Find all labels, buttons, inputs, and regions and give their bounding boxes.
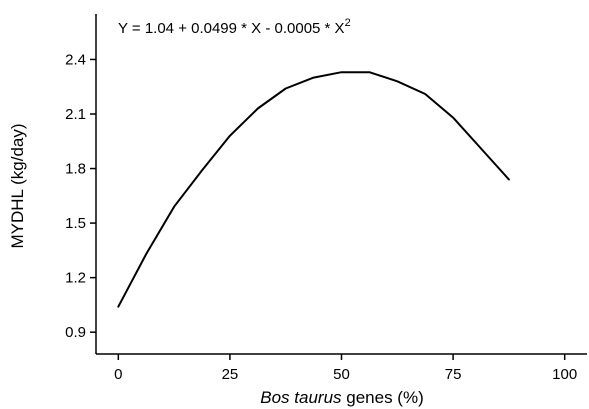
y-ticks: 0.9 1.2 1.5 1.8 2.1 2.4 [65,51,96,341]
series-line [117,71,510,308]
x-tick-label: 25 [222,366,239,383]
x-ticks: 0 25 50 75 100 [114,354,577,383]
equation-superscript: 2 [345,17,351,29]
y-tick-label: 2.4 [65,51,86,68]
y-tick-label: 0.9 [65,324,86,341]
x-tick-label: 0 [114,366,122,383]
y-tick-label: 1.8 [65,161,86,178]
y-axis-title: MYDHL (kg/day) [8,123,27,248]
x-axis-title-italic: Bos taurus [260,388,342,407]
x-axis-title-rest: genes (%) [342,388,424,407]
y-tick-label: 2.1 [65,106,86,123]
x-tick-label: 100 [552,366,577,383]
x-tick-label: 75 [445,366,462,383]
x-axis-title: Bos taurus genes (%) [260,388,423,407]
y-tick-label: 1.5 [65,215,86,232]
equation-label: Y = 1.04 + 0.0499 * X - 0.0005 * X2 [118,17,351,37]
x-tick-label: 50 [333,366,350,383]
y-tick-label: 1.2 [65,270,86,287]
equation-prefix: Y = 1.04 + 0.0499 * X - 0.0005 * X [118,20,345,37]
